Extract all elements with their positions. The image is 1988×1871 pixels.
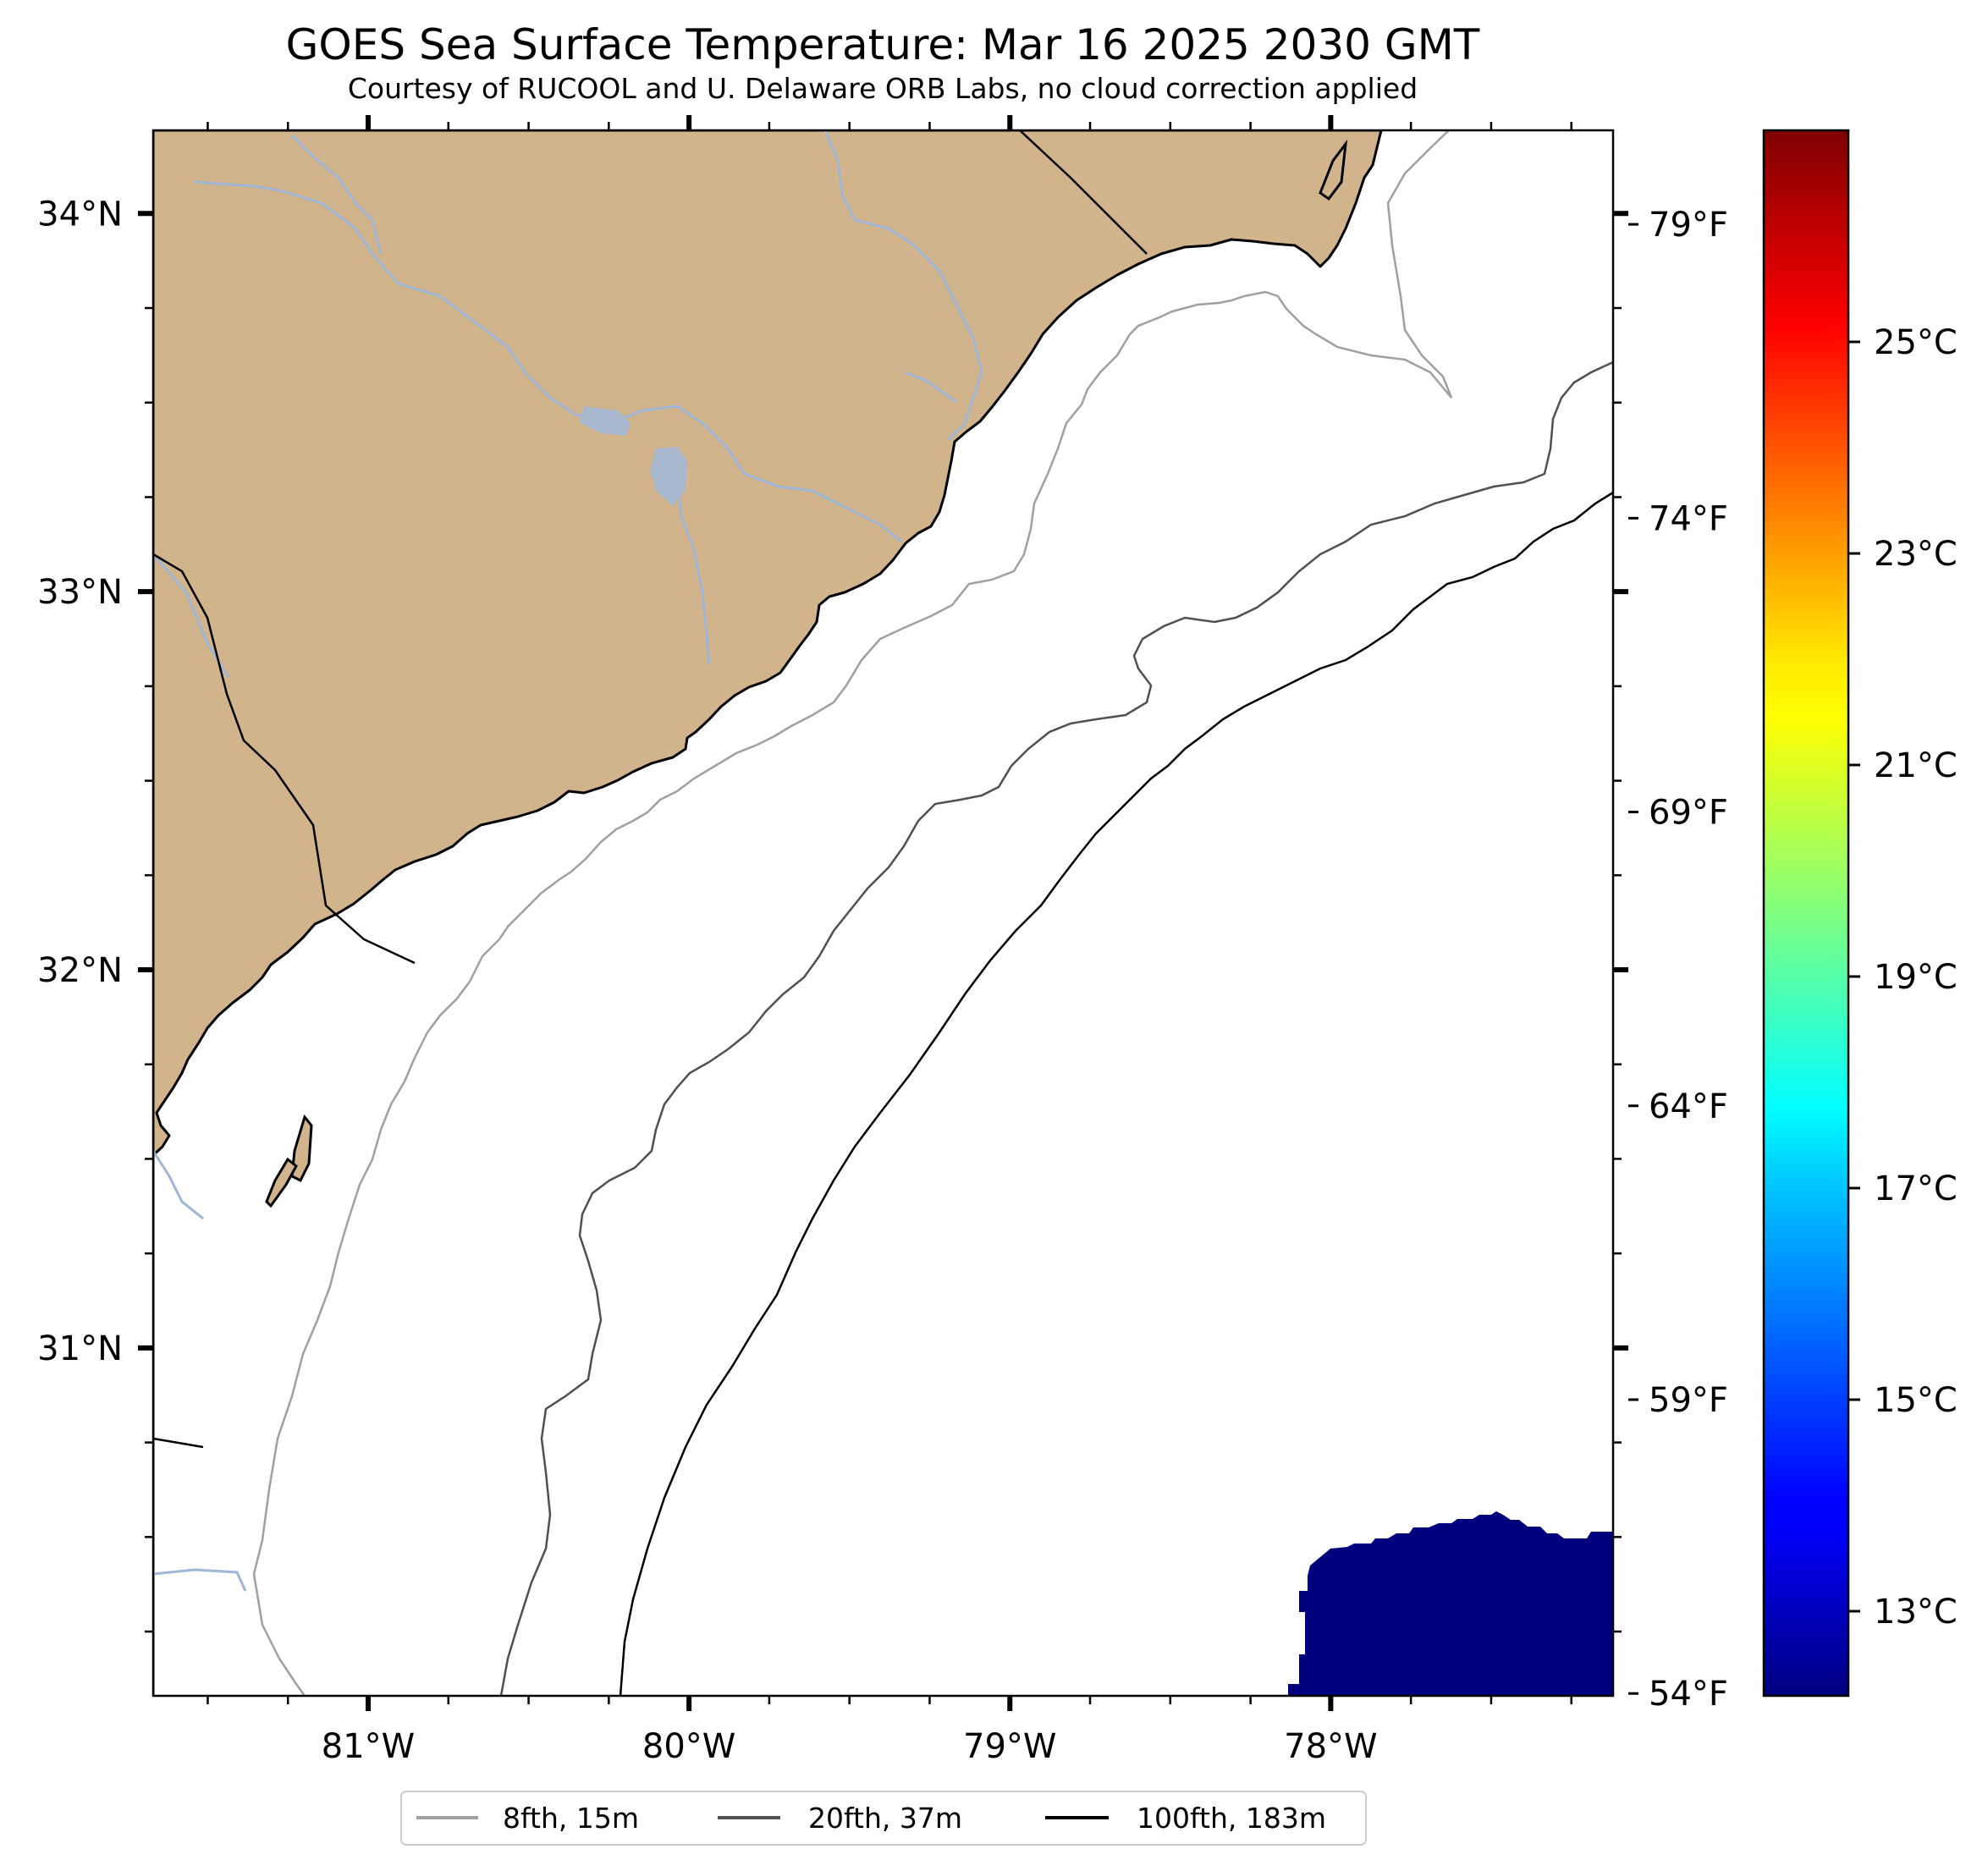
celsius-tick-label: 15°C — [1874, 1381, 1958, 1420]
legend-label-8fth: 8fth, 15m — [503, 1802, 639, 1835]
lat-tick-label: 33°N — [37, 573, 123, 612]
lat-tick-label: 31°N — [37, 1329, 123, 1368]
celsius-tick-label: 19°C — [1874, 958, 1958, 997]
fahrenheit-tick-label: 69°F — [1649, 794, 1728, 833]
map-title: GOES Sea Surface Temperature: Mar 16 202… — [286, 20, 1480, 69]
latitude-axis: 34°N 33°N 32°N 31°N — [37, 195, 1628, 1368]
fahrenheit-tick-label: 79°F — [1649, 206, 1728, 245]
colorbar — [1762, 129, 1850, 1698]
legend-box — [400, 1791, 1367, 1846]
sst-data-patch — [1288, 1511, 1613, 1696]
fahrenheit-tick-label: 54°F — [1649, 1675, 1728, 1714]
legend-label-100fth: 100fth, 183m — [1137, 1802, 1326, 1835]
fahrenheit-tick-label: 59°F — [1649, 1381, 1728, 1420]
lake-marion — [580, 406, 631, 436]
legend-label-20fth: 20fth, 37m — [808, 1802, 962, 1835]
fahrenheit-tick-label: 64°F — [1649, 1087, 1728, 1126]
minor-ticks — [145, 122, 1622, 1704]
lon-tick-label: 78°W — [1284, 1727, 1377, 1766]
lake-moultrie — [650, 447, 687, 506]
celsius-tick-label: 25°C — [1874, 323, 1958, 362]
celsius-tick-label: 21°C — [1874, 746, 1958, 785]
map-area — [153, 130, 1613, 1696]
celsius-axis: 13°C 15°C 17°C 19°C 21°C 23°C 25°C — [1848, 323, 1958, 1632]
isobath-8fth — [252, 130, 1453, 1696]
island — [265, 1157, 298, 1208]
celsius-tick-label: 13°C — [1874, 1593, 1958, 1632]
lat-tick-label: 34°N — [37, 195, 123, 234]
fahrenheit-axis: 79°F 74°F 69°F 64°F 59°F 54°F — [1628, 206, 1728, 1714]
longitude-axis: 81°W 80°W 79°W 78°W — [322, 115, 1378, 1766]
lon-tick-label: 80°W — [642, 1727, 735, 1766]
celsius-tick-label: 23°C — [1874, 535, 1958, 574]
land — [153, 130, 1383, 1696]
lon-tick-label: 81°W — [322, 1727, 415, 1766]
state-borders — [153, 130, 1148, 1449]
celsius-tick-label: 17°C — [1874, 1169, 1958, 1208]
legend: 8fth, 15m 20fth, 37m 100fth, 183m — [400, 1791, 1367, 1846]
lat-tick-label: 32°N — [37, 951, 123, 990]
isobath-20fth — [499, 360, 1613, 1696]
isobath-100fth — [619, 491, 1613, 1696]
map-subtitle: Courtesy of RUCOOL and U. Delaware ORB L… — [348, 72, 1418, 105]
island — [1319, 139, 1348, 201]
lon-tick-label: 79°W — [963, 1727, 1056, 1766]
fahrenheit-tick-label: 74°F — [1649, 499, 1728, 538]
map-frame — [151, 129, 1615, 1698]
